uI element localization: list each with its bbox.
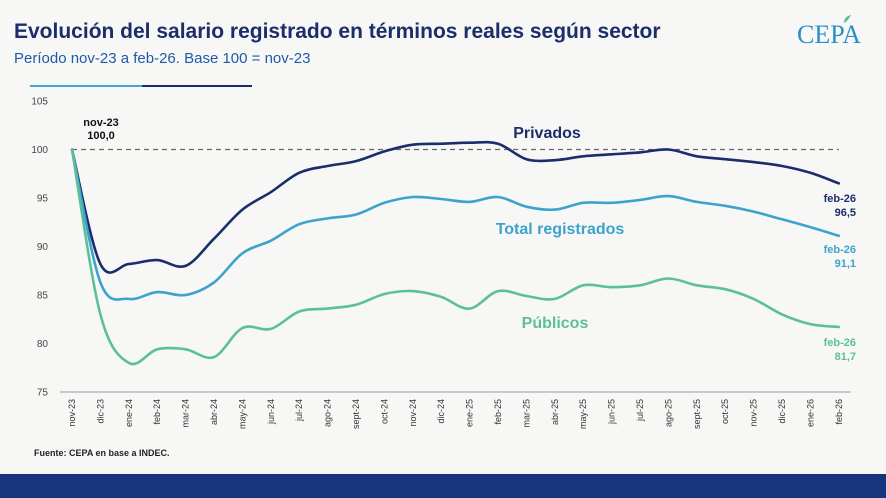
x-tick-label: may-24 bbox=[237, 399, 247, 429]
x-tick-label: dic-24 bbox=[436, 399, 446, 424]
chart-subtitle: Período nov-23 a feb-26. Base 100 = nov-… bbox=[14, 50, 311, 67]
series-label-publicos: Públicos bbox=[522, 315, 589, 332]
chart-title: Evolución del salario registrado en térm… bbox=[14, 20, 661, 43]
publicos-end-date: feb-26 bbox=[824, 337, 856, 349]
x-tick-label: feb-24 bbox=[152, 399, 162, 425]
y-tick-label: 85 bbox=[37, 291, 49, 302]
title-rule-dark bbox=[142, 85, 252, 87]
total-end-date: feb-26 bbox=[824, 244, 856, 256]
x-tick-label: may-25 bbox=[578, 399, 588, 429]
x-tick-label: sept-24 bbox=[351, 399, 361, 429]
x-tick-label: feb-26 bbox=[834, 399, 844, 425]
x-tick-label: ago-24 bbox=[323, 399, 333, 427]
x-tick-label: jul-24 bbox=[294, 399, 304, 422]
series-label-total-registrados: Total registrados bbox=[496, 221, 625, 238]
title-rule-light bbox=[30, 85, 142, 87]
x-tick-label: abr-24 bbox=[209, 399, 219, 425]
x-tick-label: dic-25 bbox=[777, 399, 787, 424]
y-tick-label: 80 bbox=[37, 339, 49, 350]
x-tick-label: nov-23 bbox=[67, 399, 77, 427]
x-tick-label: ene-24 bbox=[124, 399, 134, 427]
privados-end-value: 96,5 bbox=[835, 207, 856, 219]
x-tick-label: mar-24 bbox=[181, 399, 191, 428]
x-tick-label: mar-25 bbox=[521, 399, 531, 428]
series-line-total-registrados bbox=[70, 148, 841, 301]
x-tick-label: ago-25 bbox=[663, 399, 673, 427]
y-tick-label: 105 bbox=[31, 97, 48, 108]
x-tick-label: oct-24 bbox=[379, 399, 389, 424]
x-tick-label: sept-25 bbox=[692, 399, 702, 429]
line-chart: 75 80 85 90 95 100 105 nov-23 dic-23 ene-24 feb-24… bbox=[31, 97, 856, 430]
footer-bar bbox=[0, 474, 886, 498]
x-tick-label: nov-24 bbox=[408, 399, 418, 427]
x-tick-label: ene-26 bbox=[805, 399, 815, 427]
y-tick-label: 75 bbox=[37, 388, 49, 399]
series-label-privados: Privados bbox=[513, 125, 581, 142]
publicos-end-value: 81,7 bbox=[835, 351, 856, 363]
start-date-label: nov-23 bbox=[83, 117, 118, 129]
y-tick-label: 90 bbox=[37, 242, 49, 253]
x-tick-label: oct-25 bbox=[720, 399, 730, 424]
logo-leaf-icon bbox=[844, 15, 851, 23]
series-line-publicos bbox=[70, 148, 841, 366]
x-tick-label: nov-25 bbox=[749, 399, 759, 427]
start-value-label: 100,0 bbox=[87, 130, 115, 142]
y-tick-label: 100 bbox=[31, 145, 48, 156]
x-tick-label: jul-25 bbox=[635, 399, 645, 422]
x-tick-label: abr-25 bbox=[550, 399, 560, 425]
x-tick-label: dic-23 bbox=[95, 399, 105, 424]
cepa-logo: CEPA bbox=[797, 20, 862, 49]
x-tick-label: feb-25 bbox=[493, 399, 503, 425]
series-line-privados bbox=[70, 140, 841, 274]
total-end-value: 91,1 bbox=[835, 258, 856, 270]
x-tick-label: jun-24 bbox=[266, 399, 276, 425]
source-note: Fuente: CEPA en base a INDEC. bbox=[34, 448, 170, 458]
x-tick-label: jun-25 bbox=[607, 399, 617, 425]
y-tick-label: 95 bbox=[37, 194, 49, 205]
privados-end-date: feb-26 bbox=[824, 193, 856, 205]
x-tick-label: ene-25 bbox=[465, 399, 475, 427]
